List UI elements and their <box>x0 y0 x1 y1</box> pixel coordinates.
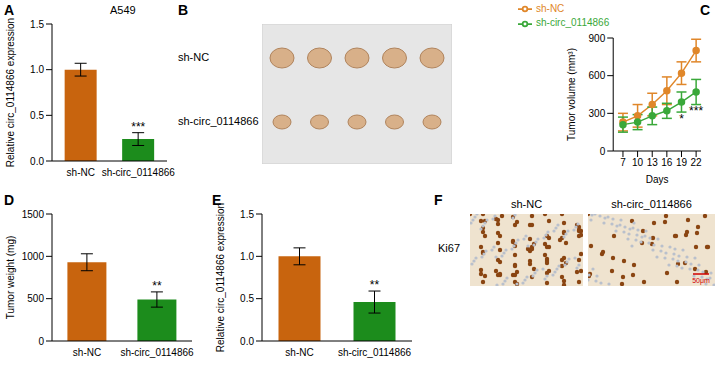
svg-text:13: 13 <box>647 157 659 168</box>
svg-text:0: 0 <box>600 146 606 157</box>
svg-text:*: * <box>679 112 684 126</box>
svg-text:10: 10 <box>632 157 644 168</box>
svg-text:1500: 1500 <box>22 209 45 220</box>
svg-text:0.5: 0.5 <box>30 110 44 121</box>
html-text:A: A <box>4 2 15 18</box>
svg-text:Days: Days <box>646 174 669 185</box>
html-text:sh-NC: sh-NC <box>178 51 210 63</box>
svg-text:**: ** <box>152 279 162 293</box>
svg-text:16: 16 <box>661 157 673 168</box>
svg-text:Relative circ_0114866 expressi: Relative circ_0114866 expression <box>5 18 16 167</box>
html-text:sh-circ_0114866: sh-circ_0114866 <box>536 17 610 29</box>
html-text:A549: A549 <box>110 4 136 16</box>
html-text:sh-circ_0114866: sh-circ_0114866 <box>611 198 692 210</box>
html-text:C: C <box>700 2 711 18</box>
html-text:sh-NC: sh-NC <box>536 3 565 14</box>
svg-text:0: 0 <box>38 336 44 347</box>
svg-text:500: 500 <box>27 293 44 304</box>
svg-text:sh-circ_0114866: sh-circ_0114866 <box>102 167 175 178</box>
svg-text:sh-circ_0114866: sh-circ_0114866 <box>338 347 412 358</box>
svg-text:sh-NC: sh-NC <box>67 167 95 178</box>
svg-text:600: 600 <box>589 70 606 81</box>
svg-text:1.0: 1.0 <box>30 64 44 75</box>
svg-text:1.0: 1.0 <box>240 251 254 262</box>
html-text:E: E <box>212 192 222 208</box>
svg-text:50μm: 50μm <box>692 277 710 285</box>
html-text:sh-circ_0114866: sh-circ_0114866 <box>178 115 259 127</box>
svg-text:sh-circ_0114866: sh-circ_0114866 <box>120 347 194 358</box>
svg-text:300: 300 <box>589 108 606 119</box>
html-text:B: B <box>178 2 189 18</box>
svg-text:900: 900 <box>589 33 606 44</box>
svg-text:22: 22 <box>691 157 703 168</box>
svg-text:0.0: 0.0 <box>240 336 254 347</box>
svg-text:sh-NC: sh-NC <box>285 347 313 358</box>
svg-text:sh-NC: sh-NC <box>73 347 101 358</box>
svg-text:**: ** <box>370 278 380 292</box>
svg-text:Relative circ_0114866 expressi: Relative circ_0114866 expression <box>215 203 226 352</box>
html-text:D: D <box>4 192 15 208</box>
svg-text:1000: 1000 <box>22 251 45 262</box>
svg-text:0.0: 0.0 <box>30 156 44 167</box>
svg-text:***: *** <box>689 104 703 118</box>
html-text:F: F <box>434 192 443 208</box>
svg-text:19: 19 <box>676 157 688 168</box>
svg-text:7: 7 <box>620 157 626 168</box>
html-text:Ki67: Ki67 <box>438 242 460 254</box>
svg-text:1.5: 1.5 <box>240 209 254 220</box>
svg-text:1.5: 1.5 <box>30 19 44 30</box>
svg-text:Tumor weight (mg): Tumor weight (mg) <box>5 236 16 320</box>
svg-text:Tumor volume (mm³): Tumor volume (mm³) <box>566 48 577 141</box>
svg-text:***: *** <box>131 120 145 134</box>
html-text:sh-NC: sh-NC <box>510 198 543 210</box>
svg-text:0.5: 0.5 <box>240 293 254 304</box>
